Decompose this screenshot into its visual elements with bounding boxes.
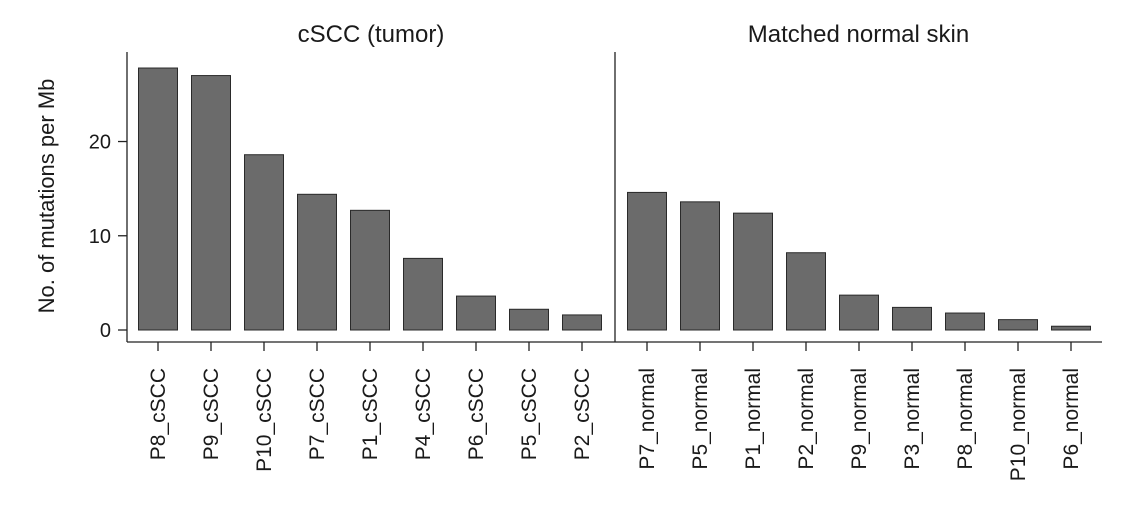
bar-P9_cSCC [191,75,231,331]
x-category-label: P1_cSCC [359,368,382,460]
x-category-label: P1_normal [742,368,765,470]
y-tick-label: 10 [89,226,111,248]
bar-P6_cSCC [456,295,496,331]
y-tick-label: 20 [89,132,111,154]
x-category-label: P2_cSCC [571,368,594,460]
x-category-label: P10_cSCC [253,368,276,472]
bar-P10_cSCC [244,154,284,331]
x-category-label: P8_normal [954,368,977,470]
x-category-label: P6_normal [1060,368,1083,470]
x-category-label: P2_normal [795,368,818,470]
panel-2: Matched normal skin P7_normal P5_normal P1_… [614,21,1102,481]
bar-P2_normal [786,252,826,331]
x-category-label: P6_cSCC [465,368,488,460]
bar-P3_normal [892,306,932,331]
bar-P6_normal [1051,325,1091,331]
x-category-label: P5_cSCC [518,368,541,460]
bar-P8_cSCC [138,67,178,331]
x-category-label: P9_normal [848,368,871,470]
bar-P4_cSCC [403,257,443,331]
bar-P1_normal [733,212,773,331]
x-category-label: P9_cSCC [200,368,223,460]
bar-P1_cSCC [350,209,390,331]
y-axis-title: No. of mutations per Mb [34,79,59,314]
bar-P2_cSCC [562,314,602,331]
x-category-label: P5_normal [689,368,712,470]
bar-P5_cSCC [509,308,549,331]
x-category-label: P3_normal [901,368,924,470]
bar-P5_normal [680,201,720,331]
panel-title: cSCC (tumor) [298,21,445,48]
panel-title: Matched normal skin [748,21,969,48]
x-category-label: P7_cSCC [306,368,329,460]
panel-1: cSCC (tumor) 0 10 20 P8_cSCC P9_cSCC P10_cSCC P… [89,21,615,472]
bar-P10_normal [998,319,1038,331]
bar-P7_normal [627,191,667,331]
x-category-label: P8_cSCC [147,368,170,460]
chart-panels: cSCC (tumor) 0 10 20 P8_cSCC P9_cSCC P10_cSCC P… [89,21,1102,481]
bar-P7_cSCC [297,193,337,331]
x-category-label: P7_normal [636,368,659,470]
x-category-label: P10_normal [1007,368,1030,481]
x-category-label: P4_cSCC [412,368,435,460]
bar-P9_normal [839,294,879,331]
y-tick-label: 0 [100,320,111,342]
bar-P8_normal [945,312,985,331]
